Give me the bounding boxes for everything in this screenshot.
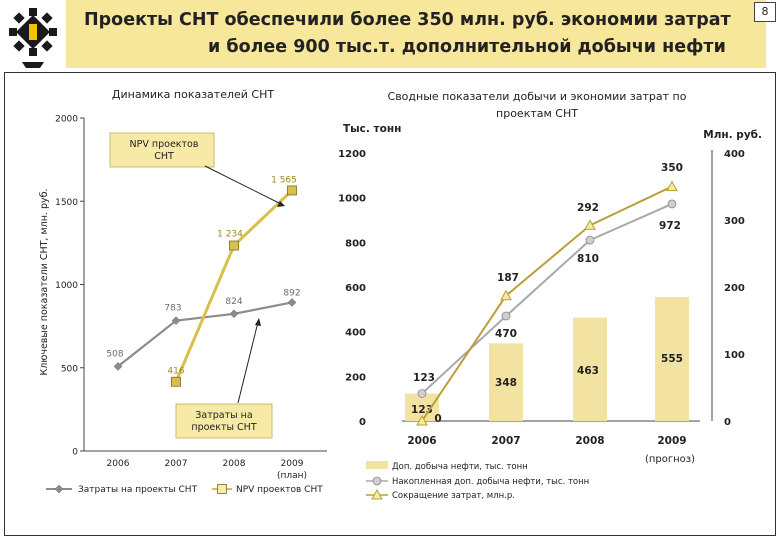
cost-callout-box xyxy=(175,403,273,439)
title-banner: Проекты СНТ обеспечили более 350 млн. ру… xyxy=(66,0,766,68)
page-title-line-2: и более 900 тыс.т. дополнительной добычи… xyxy=(208,37,726,57)
left-legend-label-npv: NPV проектов СНТ xyxy=(236,485,323,495)
left-chart-y-axis-label: Ключевые показатели СНТ, млн. руб. xyxy=(39,189,50,376)
left-x-tick-label: 2009 xyxy=(281,459,304,469)
page-number: 8 xyxy=(754,2,776,22)
npv-callout-arrowhead xyxy=(277,201,285,207)
left-x-tick-label: 2006 xyxy=(107,459,130,469)
left-data-point xyxy=(113,362,123,371)
left-data-label: 783 xyxy=(164,304,181,314)
left-y-tick-label: 1000 xyxy=(55,281,78,291)
left-chart-series: 508 783 824 892 416 1 234 1 565 xyxy=(106,175,301,387)
left-x-tick-label: 2008 xyxy=(223,459,246,469)
logo-icon xyxy=(9,8,57,68)
npv-callout-text: СНТ xyxy=(154,151,174,162)
left-data-label: 416 xyxy=(167,367,184,377)
left-data-point xyxy=(171,376,181,387)
left-data-label: 892 xyxy=(283,288,300,298)
left-data-point xyxy=(171,316,181,325)
left-legend-label-costs: Затраты на проекты СНТ xyxy=(78,485,198,495)
left-chart-title: Динамика показателей СНТ xyxy=(112,88,274,101)
cost-callout-arrowhead xyxy=(255,318,261,326)
left-data-label: 1 234 xyxy=(217,230,243,240)
npv-callout-arrow xyxy=(204,165,284,206)
left-data-point xyxy=(287,185,297,196)
left-legend-marker-costs xyxy=(54,484,64,494)
left-data-point xyxy=(229,309,239,319)
npv-callout-box xyxy=(109,132,215,168)
left-chart-y-ticks: 2000 1500 1000 500 0 xyxy=(55,115,84,458)
left-data-label: 824 xyxy=(225,297,242,307)
left-y-tick-label: 1500 xyxy=(55,198,78,208)
content-frame xyxy=(4,72,776,536)
left-chart-x-ticks: 2006 2007 2008 2009 (план) xyxy=(107,459,307,481)
cost-callout-arrow xyxy=(237,321,259,404)
cost-callout-text: Затраты на xyxy=(195,410,252,421)
left-data-point xyxy=(287,298,297,307)
left-data-label: 508 xyxy=(106,349,123,359)
header: Проекты СНТ обеспечили более 350 млн. ру… xyxy=(0,0,780,72)
left-y-tick-label: 500 xyxy=(61,364,78,374)
left-series-line xyxy=(174,189,294,383)
left-x-tick-label: (план) xyxy=(277,471,307,481)
left-y-tick-label: 0 xyxy=(72,448,78,458)
left-data-point xyxy=(229,240,239,251)
left-x-tick-label: 2007 xyxy=(165,459,188,469)
left-chart-axes xyxy=(83,118,327,452)
left-data-label: 1 565 xyxy=(271,175,297,185)
page-title-line-1: Проекты СНТ обеспечили более 350 млн. ру… xyxy=(84,10,731,30)
left-y-tick-label: 2000 xyxy=(55,115,78,125)
left-chart-legend: Затраты на проекты СНТ NPV проектов СНТ xyxy=(46,484,323,495)
npv-callout-text: NPV проектов xyxy=(130,139,199,150)
company-logo xyxy=(0,0,66,72)
left-legend-marker-npv xyxy=(217,484,227,494)
cost-callout-text: проекты СНТ xyxy=(191,422,256,433)
